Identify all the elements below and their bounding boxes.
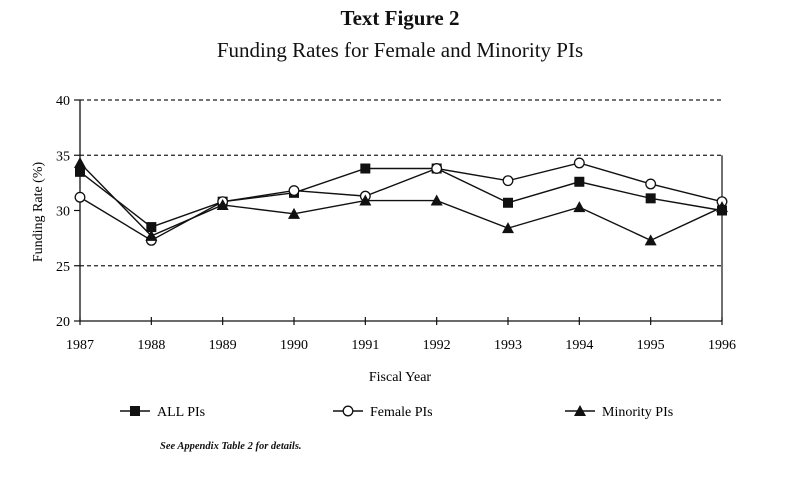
x-tick-label: 1993 [494,338,522,353]
data-point-square [645,193,656,204]
data-point-triangle [574,405,586,416]
x-tick-label: 1987 [66,338,94,353]
x-tick-label: 1992 [423,338,451,353]
data-point-circle [431,163,443,174]
data-point-square [75,166,85,177]
data-point-triangle [359,194,372,206]
data-point-triangle [74,156,86,168]
data-point-square [574,176,585,187]
data-point-circle [74,191,86,203]
y-tick-label: 40 [56,94,70,109]
data-point-circle [342,405,354,417]
data-point-circle [645,178,657,190]
y-tick-label: 35 [56,149,70,164]
x-tick-label: 1995 [637,338,665,353]
data-point-triangle [216,198,229,210]
data-point-circle [502,175,514,187]
legend-label: Minority PIs [602,405,673,420]
data-point-triangle [716,201,728,213]
data-point-triangle [145,229,158,241]
legend-item-all-pis: ALL PIs [120,405,205,420]
x-tick-label: 1996 [708,338,736,353]
data-point-circle [573,157,585,169]
legend-item-minority-pis: Minority PIs [565,405,673,420]
data-point-square [503,197,513,208]
series-line-minority-pis [79,162,723,242]
data-point-triangle [502,222,514,234]
plot-axes: 20 25 30 35 40 1987 1988 1989 1990 1991 1992 1993 19… [56,94,736,353]
x-tick-label: 1991 [351,338,379,353]
y-tick-label: 20 [56,315,70,330]
y-tick-label: 30 [56,205,70,220]
series-minority-pis [74,156,728,246]
y-axis-label: Funding Rate (%) [31,162,46,263]
data-point-triangle [430,194,443,206]
data-point-triangle [288,207,300,219]
plot-series [74,156,728,246]
legend-label: ALL PIs [157,405,205,420]
x-axis-label: Fiscal Year [369,370,432,385]
data-point-square [146,222,157,233]
data-point-square [130,406,140,416]
data-point-circle [288,185,300,197]
series-all-pis [75,163,727,233]
series-female-pis [74,157,728,246]
series-line-all-pis [79,167,723,228]
x-tick-label: 1990 [280,338,308,353]
data-point-triangle [573,201,586,213]
data-point-square [360,163,371,174]
plot-grid [80,99,722,267]
y-tick-label: 25 [56,260,70,275]
figure-title: Text Figure 2 [340,6,460,30]
chart-subtitle: Funding Rates for Female and Minority PI… [216,38,584,62]
legend-label: Female PIs [370,405,433,420]
x-tick-label: 1988 [137,338,165,353]
x-tick-label: 1994 [565,338,593,353]
data-point-triangle [644,234,657,246]
legend: ALL PIs Female PIs Minority PIs [120,405,673,420]
footnote: See Appendix Table 2 for details. [160,441,302,452]
x-tick-label: 1989 [209,338,237,353]
legend-item-female-pis: Female PIs [333,405,433,420]
